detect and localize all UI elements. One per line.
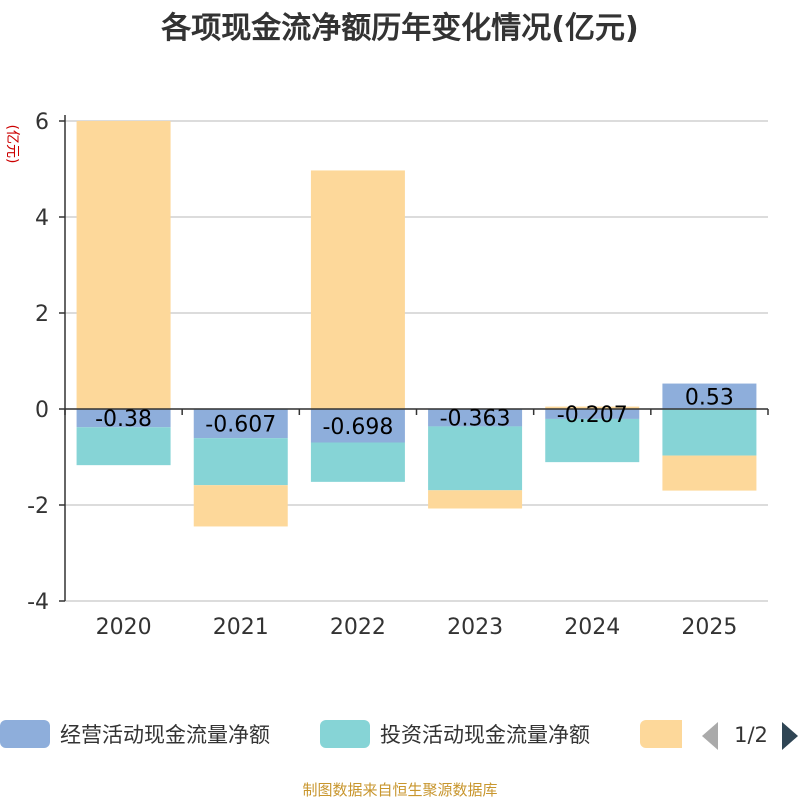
bar-2024-series-2[interactable]: [545, 418, 640, 463]
legend-swatch-1[interactable]: [0, 720, 50, 748]
legend-page-indicator: 1/2: [734, 723, 768, 747]
x-tick-label-2022: 2022: [330, 615, 386, 640]
y-tick-label: 6: [35, 110, 49, 135]
bar-2023-series-2[interactable]: [428, 426, 523, 491]
data-label-2024: -0.207: [557, 403, 628, 428]
bar-2024-series-1[interactable]: [545, 409, 640, 419]
bars-group: [76, 121, 757, 527]
data-label-2022: -0.698: [322, 415, 393, 440]
bar-2022-series-3[interactable]: [310, 170, 405, 409]
bar-2022-series-2[interactable]: [310, 442, 405, 482]
chart-title: 各项现金流净额历年变化情况(亿元): [160, 11, 638, 46]
data-label-2021: -0.607: [205, 413, 276, 438]
legend-prev-icon[interactable]: [702, 722, 718, 750]
y-axis-label: (亿元): [4, 125, 20, 164]
bar-2020-series-2[interactable]: [76, 427, 171, 466]
y-tick-label: 4: [35, 206, 49, 231]
y-tick-labels: -4 -2 0 2 4 6: [27, 110, 49, 615]
x-tick-label-2021: 2021: [213, 615, 269, 640]
y-tick-label: -4: [27, 590, 49, 615]
legend-label-2[interactable]: 投资活动现金流量净额: [380, 723, 590, 747]
legend-next-icon[interactable]: [782, 722, 798, 750]
axes-group: [59, 115, 769, 602]
bar-2021-series-3[interactable]: [193, 485, 288, 527]
legend-swatch-3[interactable]: [640, 720, 690, 748]
legend-pager-bg: [682, 714, 800, 754]
bar-2020-series-3[interactable]: [76, 121, 171, 409]
y-tick-label: 2: [35, 302, 49, 327]
data-label-2025: 0.53: [685, 385, 734, 410]
bar-2024-series-3[interactable]: [545, 406, 640, 409]
x-tick-label-2023: 2023: [447, 615, 503, 640]
y-tick-label: 0: [35, 398, 49, 423]
bar-2021-series-1[interactable]: [193, 409, 288, 439]
bar-2022-series-1[interactable]: [310, 409, 405, 443]
x-tick-label-2020: 2020: [96, 615, 152, 640]
bar-2021-series-2[interactable]: [193, 438, 288, 486]
bar-2025-series-1[interactable]: [662, 383, 757, 409]
bar-2023-series-3[interactable]: [428, 490, 523, 509]
bar-2023-series-1[interactable]: [428, 409, 523, 427]
x-tick-label-2025: 2025: [681, 615, 737, 640]
bar-2025-series-2[interactable]: [662, 409, 757, 456]
data-label-2020: -0.38: [95, 407, 152, 432]
source-footer: 制图数据来自恒生聚源数据库: [302, 781, 498, 799]
legend: 经营活动现金流量净额 投资活动现金流量净额 1/2: [0, 714, 800, 754]
x-tick-label-2024: 2024: [564, 615, 620, 640]
legend-swatch-2[interactable]: [320, 720, 370, 748]
legend-label-1[interactable]: 经营活动现金流量净额: [60, 723, 270, 747]
data-labels: -0.38 -0.607 -0.698 -0.363 -0.207 0.53: [95, 385, 734, 439]
bar-2020-series-1[interactable]: [76, 409, 171, 428]
data-label-2023: -0.363: [440, 407, 511, 432]
y-tick-label: -2: [27, 494, 49, 519]
bar-2025-series-3[interactable]: [662, 455, 757, 491]
x-tick-labels: 2020 2021 2022 2023 2024 2025: [96, 615, 738, 640]
